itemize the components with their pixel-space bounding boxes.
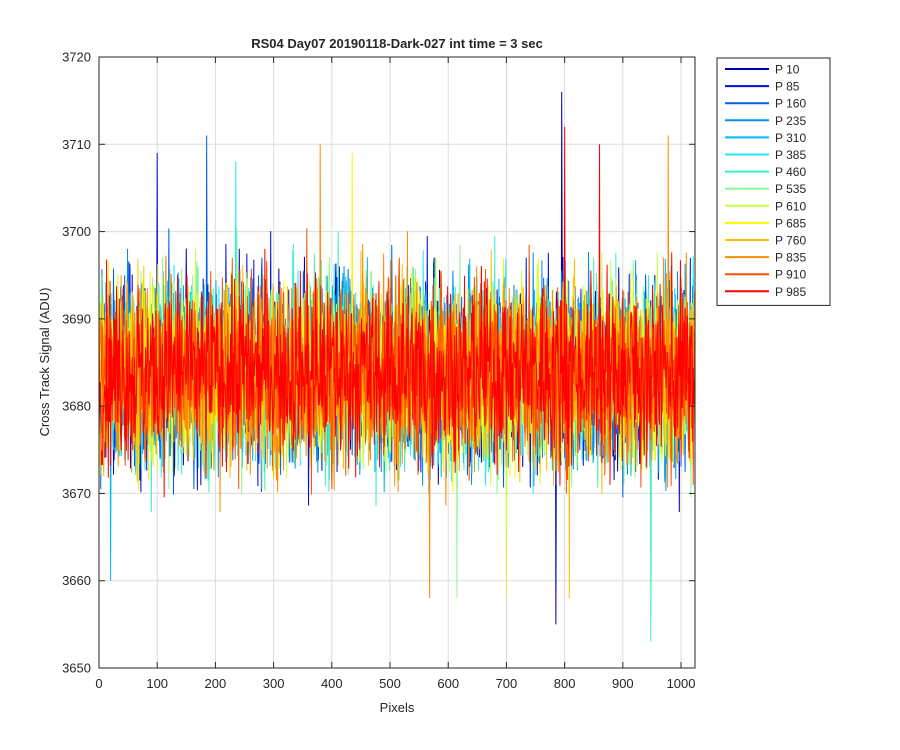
y-tick-label: 3700 <box>62 224 91 239</box>
legend-label: P 610 <box>775 199 806 213</box>
y-tick-label: 3710 <box>62 137 91 152</box>
y-tick-label: 3680 <box>62 399 91 414</box>
y-axis-label: Cross Track Signal (ADU) <box>37 288 52 437</box>
x-tick-label: 700 <box>496 676 518 691</box>
x-tick-label: 200 <box>205 676 227 691</box>
legend-label: P 760 <box>775 234 806 248</box>
legend-label: P 385 <box>775 148 806 162</box>
series-line-p985 <box>98 126 695 498</box>
x-tick-label: 500 <box>379 676 401 691</box>
legend: P 10 P 85 P 160 P 235 P 310 P 385 P 460 P 535 P … <box>716 57 831 306</box>
x-axis-label: Pixels <box>380 700 415 715</box>
x-tick-label: 1000 <box>667 676 696 691</box>
legend-label: P 235 <box>775 114 806 128</box>
y-tick-label: 3650 <box>62 661 91 676</box>
legend-box <box>716 57 831 306</box>
x-tick-label: 900 <box>612 676 634 691</box>
y-tick-label: 3660 <box>62 573 91 588</box>
y-tick-label: 3690 <box>62 311 91 326</box>
legend-label: P 310 <box>775 131 806 145</box>
x-tick-label: 800 <box>554 676 576 691</box>
x-tick-label: 300 <box>263 676 285 691</box>
legend-label: P 835 <box>775 251 806 265</box>
x-tick-label: 0 <box>95 676 102 691</box>
legend-label: P 535 <box>775 182 806 196</box>
chart-title: RS04 Day07 20190118-Dark-027 int time = … <box>251 36 543 51</box>
legend-label: P 85 <box>775 80 800 94</box>
x-tick-label: 400 <box>321 676 343 691</box>
legend-label: P 10 <box>775 63 800 77</box>
plot-area <box>98 91 695 642</box>
y-tick-label: 3670 <box>62 486 91 501</box>
y-tick-label: 3720 <box>62 50 91 65</box>
x-tick-label: 600 <box>437 676 459 691</box>
x-tick-label: 100 <box>146 676 168 691</box>
legend-label: P 160 <box>775 97 806 111</box>
legend-label: P 985 <box>775 285 806 299</box>
legend-label: P 910 <box>775 268 806 282</box>
axis-ticks: 0 100 200 300 400 500 600 700 800 900 1000 3650 3660… <box>62 50 695 692</box>
legend-label: P 685 <box>775 216 806 230</box>
axes-box <box>98 56 696 669</box>
series-line-p910 <box>98 228 695 495</box>
legend-label: P 460 <box>775 165 806 179</box>
